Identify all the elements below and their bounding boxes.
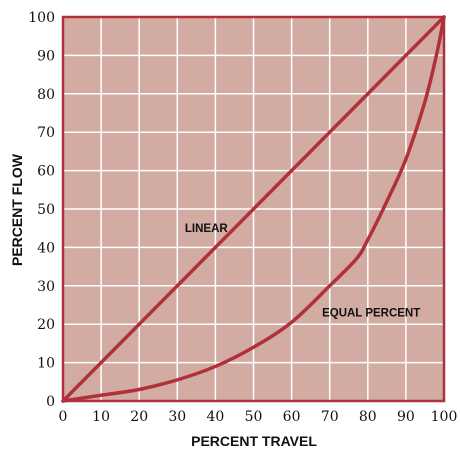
x-tick-label-30: 30 bbox=[168, 409, 186, 425]
series-line-equal-percent bbox=[61, 15, 446, 403]
y-tick-labels: 0 10 20 30 40 50 60 70 80 90 100 bbox=[28, 10, 55, 410]
x-tick-label-90: 90 bbox=[397, 409, 415, 425]
series-label-linear: LINEAR bbox=[185, 223, 229, 235]
y-tick-label-80: 80 bbox=[37, 87, 55, 103]
series-label-equal-percent: EQUAL PERCENT bbox=[322, 308, 420, 320]
plot-frame bbox=[61, 15, 446, 403]
y-axis-title: PERCENT FLOW bbox=[9, 153, 25, 266]
x-tick-label-50: 50 bbox=[245, 409, 263, 425]
y-tick-label-20: 20 bbox=[37, 317, 55, 333]
x-tick-label-10: 10 bbox=[92, 409, 110, 425]
x-tick-label-70: 70 bbox=[321, 409, 339, 425]
series-line-linear bbox=[61, 15, 446, 403]
y-tick-label-0: 0 bbox=[46, 394, 55, 410]
x-tick-label-40: 40 bbox=[206, 409, 224, 425]
x-tick-label-80: 80 bbox=[359, 409, 377, 425]
series-annotations: LINEAR EQUAL PERCENT bbox=[185, 223, 420, 319]
x-tick-label-0: 0 bbox=[59, 409, 68, 425]
x-tick-label-100: 100 bbox=[431, 409, 458, 425]
y-tick-label-70: 70 bbox=[37, 125, 55, 141]
series-lines bbox=[61, 15, 446, 403]
y-tick-label-40: 40 bbox=[37, 240, 55, 256]
y-tick-label-60: 60 bbox=[37, 164, 55, 180]
y-tick-label-90: 90 bbox=[37, 48, 55, 64]
y-tick-label-100: 100 bbox=[28, 10, 55, 26]
x-tick-label-20: 20 bbox=[130, 409, 148, 425]
x-axis-title: PERCENT TRAVEL bbox=[191, 433, 317, 449]
y-tick-label-30: 30 bbox=[37, 279, 55, 295]
x-tick-label-60: 60 bbox=[283, 409, 301, 425]
y-tick-label-50: 50 bbox=[37, 202, 55, 218]
x-tick-labels: 0 10 20 30 40 50 60 70 80 90 100 bbox=[59, 409, 458, 425]
y-tick-label-10: 10 bbox=[37, 356, 55, 372]
